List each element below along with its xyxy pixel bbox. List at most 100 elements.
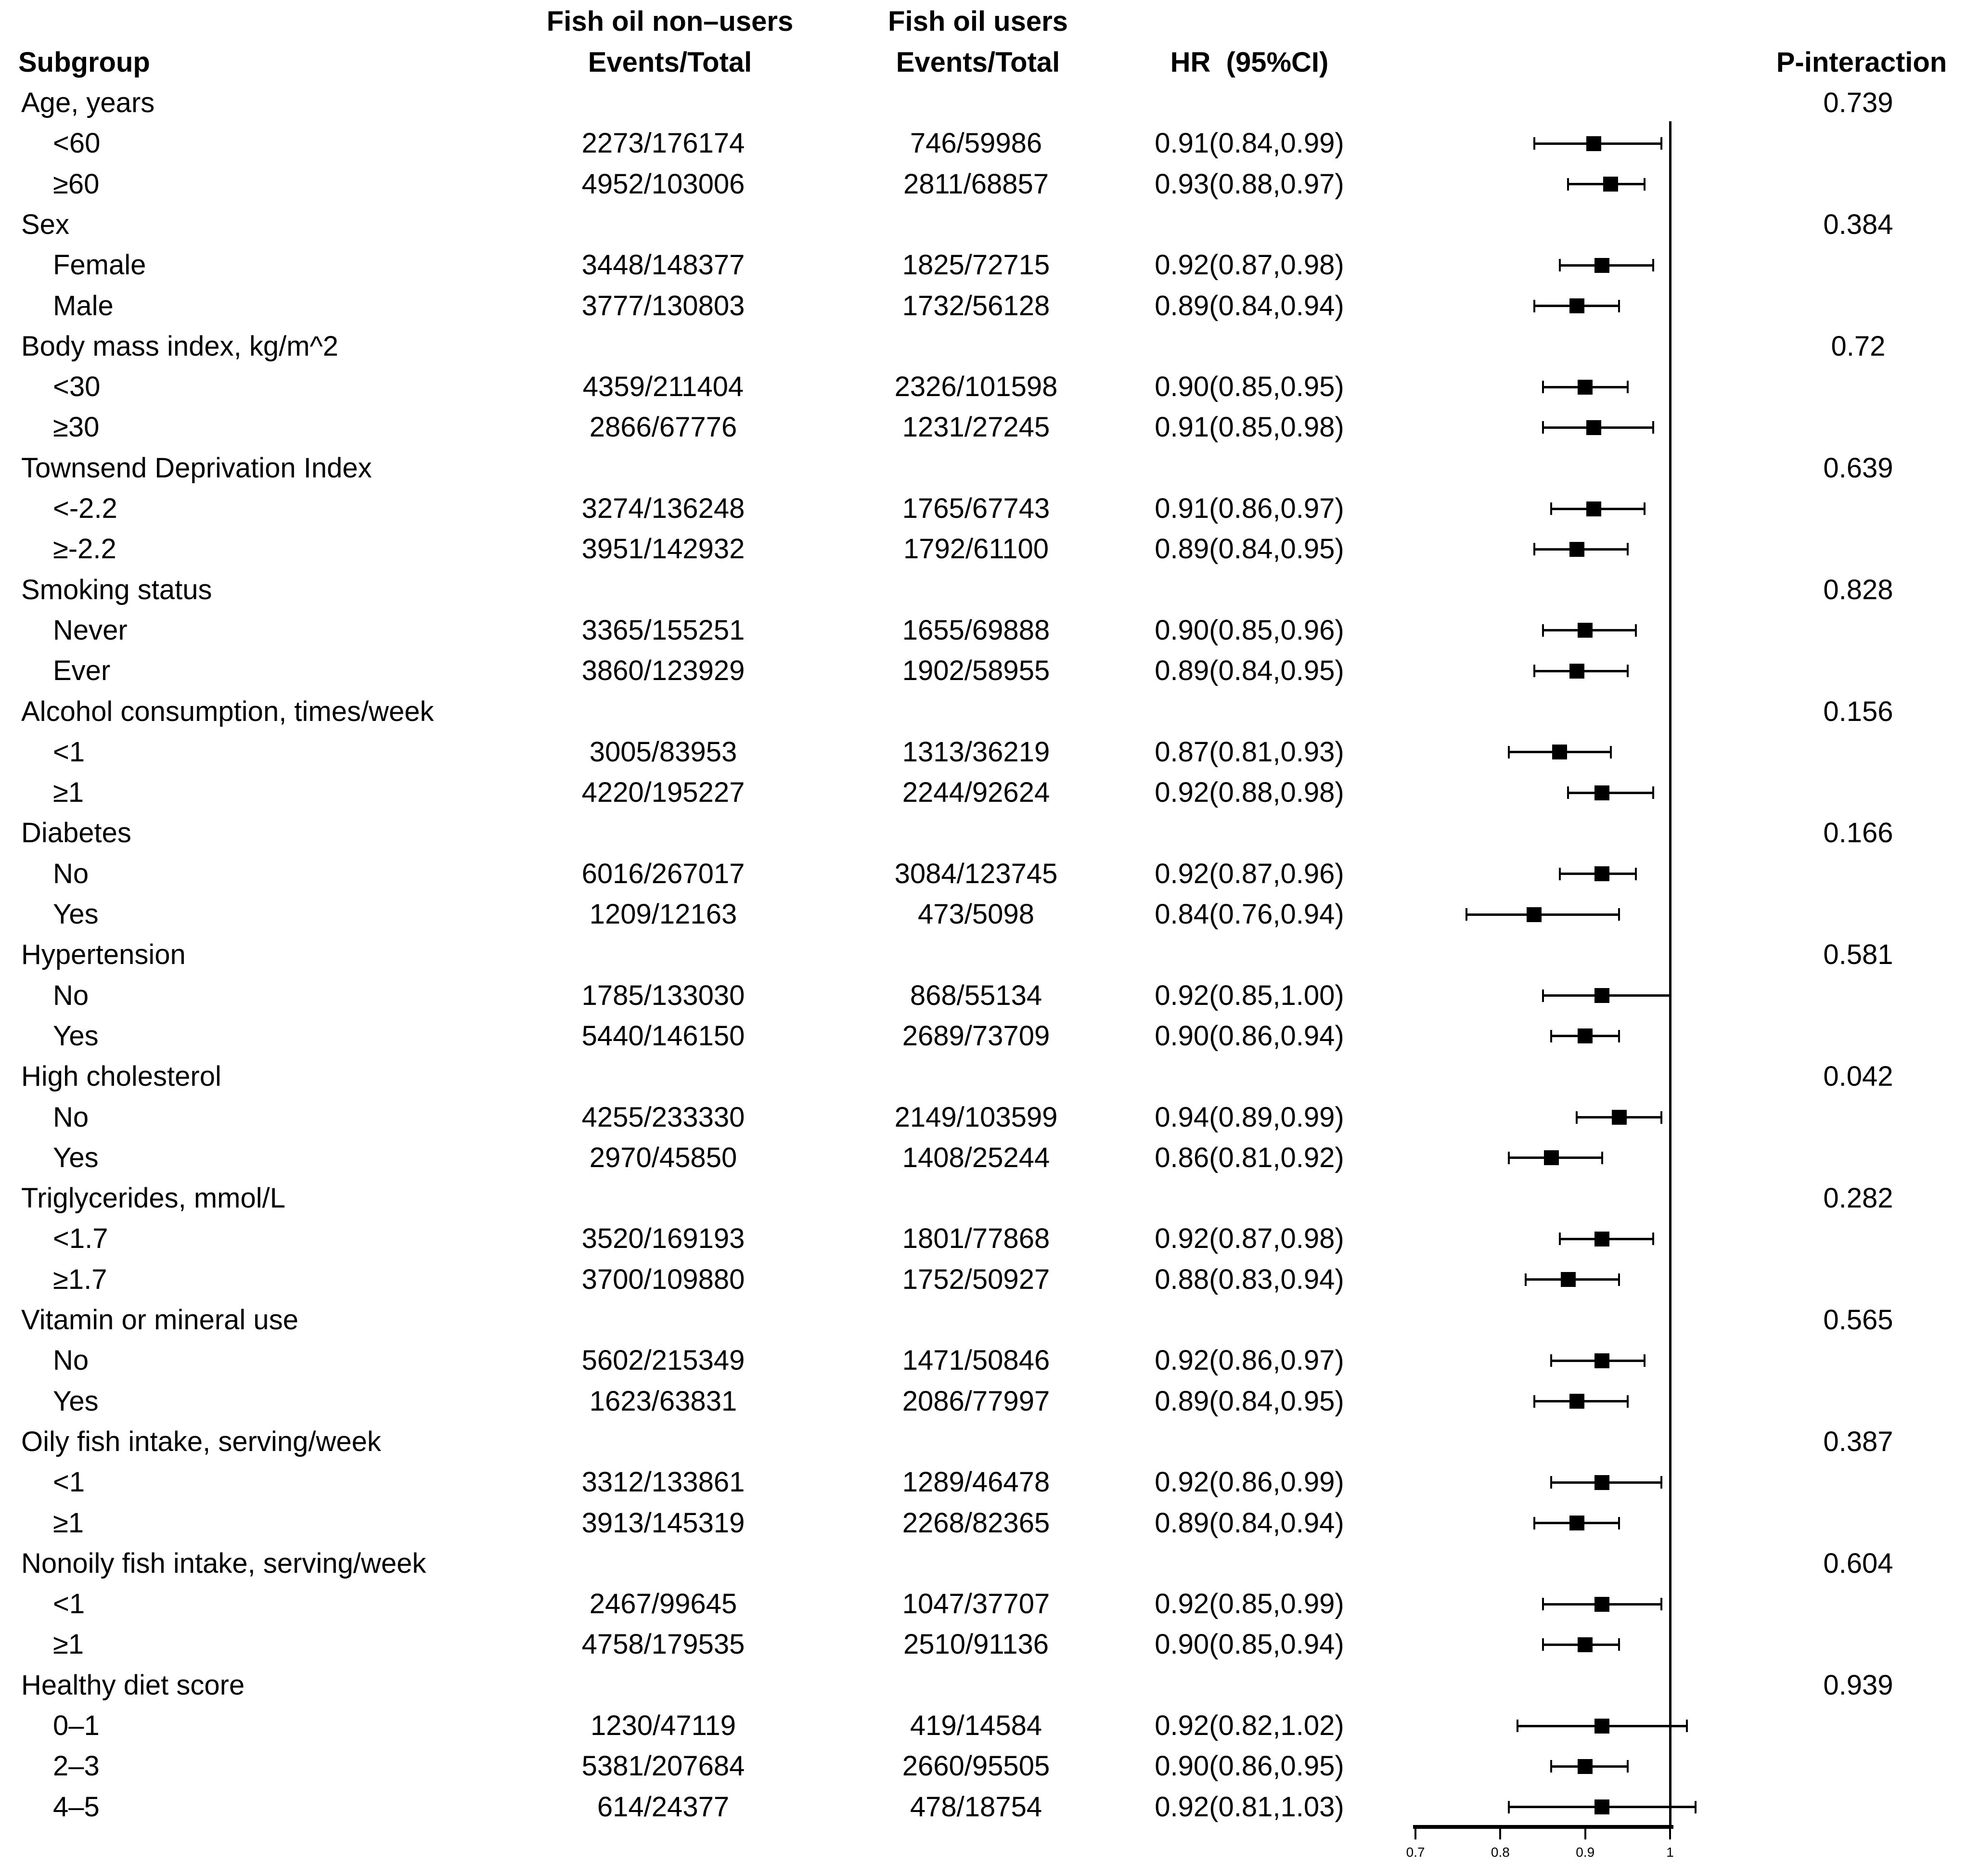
ci-cap-upper	[1618, 1516, 1620, 1529]
ci-cap-upper	[1618, 299, 1620, 312]
hr-ci-value: 0.92(0.86,0.99)	[1155, 1466, 1344, 1498]
users-events-total: 2086/77997	[902, 1385, 1050, 1417]
nonusers-events-total: 1785/133030	[581, 979, 745, 1011]
hr-ci-value: 0.92(0.85,0.99)	[1155, 1588, 1344, 1620]
hr-marker	[1569, 663, 1584, 679]
p-interaction-value: 0.581	[1823, 939, 1893, 971]
p-interaction-value: 0.565	[1823, 1304, 1893, 1336]
subgroup-label: Yes	[53, 899, 99, 930]
subgroup-label: Age, years	[21, 87, 155, 118]
subgroup-label: <60	[53, 128, 101, 159]
nonusers-events-total: 2467/99645	[589, 1588, 737, 1620]
ci-cap-upper	[1694, 1800, 1697, 1813]
ci-cap-upper	[1652, 786, 1654, 799]
hr-marker	[1594, 1353, 1610, 1368]
users-events-total: 1732/56128	[902, 290, 1050, 321]
subgroup-label: Diabetes	[21, 817, 131, 849]
hr-ci-value: 0.89(0.84,0.94)	[1155, 290, 1344, 321]
hr-ci-value: 0.92(0.88,0.98)	[1155, 777, 1344, 809]
users-events-total: 1792/61100	[903, 533, 1049, 565]
ci-cap-lower	[1567, 178, 1569, 191]
subgroup-label: <1.7	[53, 1223, 108, 1255]
ci-cap-upper	[1644, 178, 1646, 191]
subgroup-label: Female	[53, 249, 146, 281]
hr-ci-value: 0.92(0.85,1.00)	[1155, 979, 1344, 1011]
users-events-total: 868/55134	[910, 979, 1042, 1011]
hr-marker	[1560, 1272, 1576, 1287]
hr-marker	[1594, 988, 1610, 1003]
x-axis-tick	[1499, 1829, 1502, 1839]
ci-cap-lower	[1542, 381, 1544, 394]
hr-ci-value: 0.92(0.87,0.98)	[1155, 1223, 1344, 1255]
ci-cap-upper	[1626, 381, 1629, 394]
ci-cap-lower	[1533, 1395, 1535, 1408]
p-interaction-value: 0.156	[1823, 695, 1893, 727]
ci-cap-lower	[1542, 1598, 1544, 1611]
users-events-total: 2149/103599	[894, 1101, 1058, 1133]
nonusers-events-total: 1230/47119	[590, 1710, 736, 1741]
hr-ci-value: 0.92(0.87,0.96)	[1155, 858, 1344, 889]
ci-cap-upper	[1644, 1354, 1646, 1367]
users-events-total: 1655/69888	[902, 614, 1050, 646]
subgroup-label: ≥60	[53, 168, 100, 200]
ci-cap-lower	[1550, 1760, 1553, 1773]
hr-ci-value: 0.91(0.84,0.99)	[1155, 128, 1344, 159]
ci-cap-lower	[1558, 259, 1561, 272]
hr-ci-value: 0.91(0.86,0.97)	[1155, 493, 1344, 524]
users-events-total: 746/59986	[910, 128, 1042, 159]
hr-marker	[1594, 257, 1610, 273]
hr-ci-value: 0.89(0.84,0.95)	[1155, 1385, 1344, 1417]
subgroup-label: Smoking status	[21, 574, 212, 605]
header-users-events-total: Events/Total	[896, 47, 1060, 78]
nonusers-events-total: 4255/233330	[581, 1101, 745, 1133]
ci-cap-lower	[1508, 1800, 1510, 1813]
ci-cap-upper	[1626, 1760, 1629, 1773]
ci-cap-lower	[1542, 1638, 1544, 1651]
hr-ci-value: 0.92(0.87,0.98)	[1155, 249, 1344, 281]
subgroup-label: 0–1	[53, 1710, 100, 1741]
hr-ci-value: 0.93(0.88,0.97)	[1155, 168, 1344, 200]
users-events-total: 2660/95505	[902, 1750, 1050, 1782]
p-interaction-value: 0.939	[1823, 1669, 1893, 1701]
hr-marker	[1603, 177, 1619, 192]
hr-marker	[1527, 907, 1542, 922]
ci-cap-lower	[1508, 1151, 1510, 1164]
subgroup-label: Male	[53, 290, 114, 321]
users-events-total: 2811/68857	[903, 168, 1049, 200]
hr-ci-value: 0.92(0.82,1.02)	[1155, 1710, 1344, 1741]
ci-cap-upper	[1635, 624, 1637, 637]
nonusers-events-total: 614/24377	[597, 1791, 730, 1823]
ci-cap-lower	[1533, 299, 1535, 312]
subgroup-label: Yes	[53, 1020, 99, 1052]
subgroup-label: ≥1	[53, 1629, 84, 1660]
subgroup-label: No	[53, 1101, 89, 1133]
hr-marker	[1594, 866, 1610, 882]
hr-ci-value: 0.88(0.83,0.94)	[1155, 1263, 1344, 1295]
hr-marker	[1586, 501, 1601, 516]
subgroup-label: <1	[53, 736, 85, 768]
nonusers-events-total: 4220/195227	[581, 777, 745, 809]
nonusers-events-total: 2970/45850	[589, 1142, 737, 1173]
ci-cap-lower	[1567, 786, 1569, 799]
users-events-total: 1231/27245	[902, 411, 1050, 443]
hr-marker	[1569, 298, 1584, 313]
ci-cap-lower	[1550, 1354, 1553, 1367]
subgroup-label: Nonoily fish intake, serving/week	[21, 1547, 426, 1579]
ci-cap-upper	[1618, 1273, 1620, 1286]
ci-cap-upper	[1626, 665, 1629, 678]
p-interaction-value: 0.828	[1823, 574, 1893, 605]
ci-cap-upper	[1652, 1233, 1654, 1246]
x-axis-tick-label: 1	[1666, 1845, 1674, 1860]
hr-marker	[1594, 1799, 1610, 1815]
ci-cap-lower	[1465, 908, 1467, 921]
p-interaction-value: 0.282	[1823, 1182, 1893, 1214]
hr-marker	[1578, 623, 1593, 638]
hr-marker	[1594, 1718, 1610, 1734]
ci-cap-lower	[1542, 989, 1544, 1002]
p-interaction-value: 0.384	[1823, 208, 1893, 240]
nonusers-events-total: 3274/136248	[581, 493, 745, 524]
ci-cap-upper	[1626, 543, 1629, 556]
hr-ci-value: 0.90(0.86,0.94)	[1155, 1020, 1344, 1052]
ci-cap-upper	[1660, 1476, 1663, 1489]
